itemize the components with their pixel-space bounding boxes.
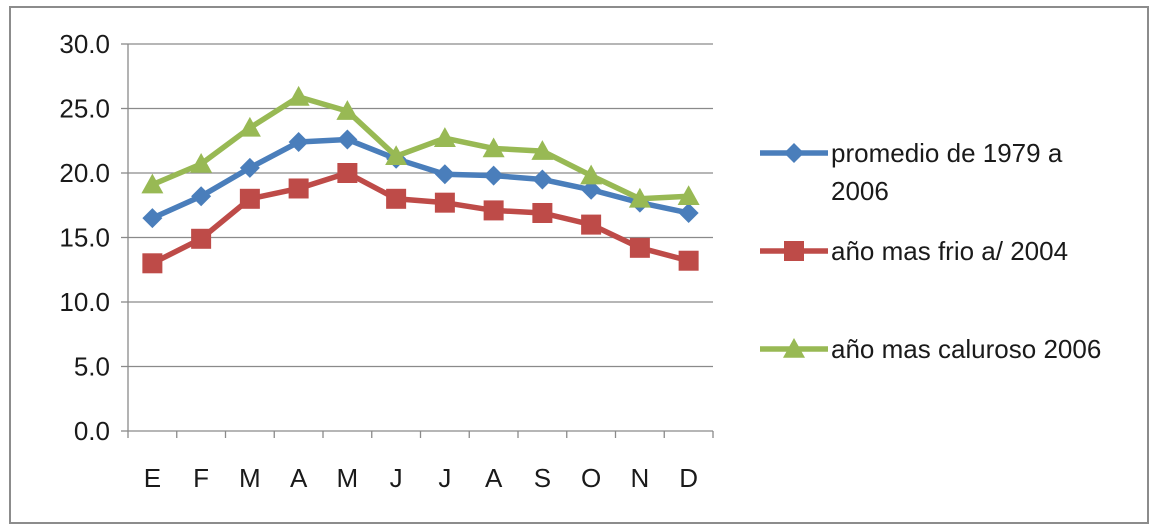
data-point (238, 116, 261, 137)
data-point (142, 208, 163, 229)
data-point (239, 157, 260, 178)
legend-label: año mas caluroso 2006 (831, 334, 1101, 364)
series-line (149, 136, 692, 221)
legend-item: promedio de 1979 a 2006 (760, 138, 1063, 206)
data-point (191, 186, 212, 207)
legend-marker (784, 143, 804, 163)
series-triangle (141, 85, 700, 208)
x-tick-label: S (534, 463, 551, 493)
y-tick-label: 5.0 (74, 352, 110, 382)
data-point (239, 188, 260, 209)
legend-item: año mas frio a/ 2004 (760, 236, 1068, 266)
data-point (337, 163, 358, 183)
data-point (678, 202, 699, 223)
y-tick-label: 25.0 (59, 94, 110, 124)
data-point (629, 237, 650, 258)
legend-label: 2006 (831, 176, 889, 206)
y-tick-label: 10.0 (59, 287, 110, 317)
data-point (483, 165, 504, 186)
legend-item: año mas caluroso 2006 (760, 334, 1101, 364)
y-axis-tick-labels: 0.0 5.0 10.0 15.0 20.0 25.0 30.0 (59, 29, 110, 446)
data-point (434, 164, 455, 185)
data-point (385, 145, 408, 166)
axes (121, 43, 714, 438)
chart-frame (9, 6, 1149, 524)
x-tick-label: A (485, 463, 503, 493)
x-tick-label: J (390, 463, 403, 493)
data-point (191, 228, 212, 249)
series-lines (141, 85, 700, 274)
x-tick-label: M (337, 463, 359, 493)
x-tick-label: J (438, 463, 451, 493)
data-point (433, 127, 456, 147)
data-point (532, 202, 553, 223)
data-point (190, 152, 213, 173)
y-tick-label: 20.0 (59, 158, 110, 188)
x-tick-label: A (290, 463, 308, 493)
data-point (142, 253, 163, 274)
x-tick-label: E (144, 463, 161, 493)
x-tick-label: O (581, 463, 601, 493)
data-point (531, 140, 554, 160)
y-tick-label: 15.0 (59, 223, 110, 253)
legend-label: año mas frio a/ 2004 (831, 236, 1068, 266)
data-point (483, 200, 504, 221)
data-point (141, 173, 164, 194)
data-point (386, 188, 407, 209)
x-tick-label: M (239, 463, 261, 493)
series-square (142, 163, 699, 274)
series-line (149, 94, 692, 202)
data-point (288, 132, 309, 153)
data-point (677, 185, 700, 206)
y-tick-label: 30.0 (59, 29, 110, 59)
data-point (337, 129, 358, 150)
data-point (678, 250, 699, 271)
data-point (532, 169, 553, 190)
gridlines (128, 43, 713, 368)
data-point (288, 178, 309, 199)
data-point (580, 164, 603, 185)
y-tick-label: 0.0 (74, 416, 110, 446)
data-point (434, 192, 455, 213)
data-point (581, 179, 602, 200)
x-tick-label: F (193, 463, 209, 493)
legend-label: promedio de 1979 a (831, 138, 1063, 168)
data-point (581, 214, 602, 235)
data-point (482, 137, 505, 158)
data-point (287, 85, 310, 106)
legend-marker (784, 241, 804, 261)
legend-marker (783, 338, 805, 358)
x-tick-label: D (679, 463, 698, 493)
data-point (336, 100, 359, 120)
legend: promedio de 1979 a 2006 año mas frio a/ 20… (760, 138, 1101, 364)
series-diamond (142, 129, 699, 229)
data-point (628, 187, 651, 208)
x-tick-label: N (630, 463, 649, 493)
